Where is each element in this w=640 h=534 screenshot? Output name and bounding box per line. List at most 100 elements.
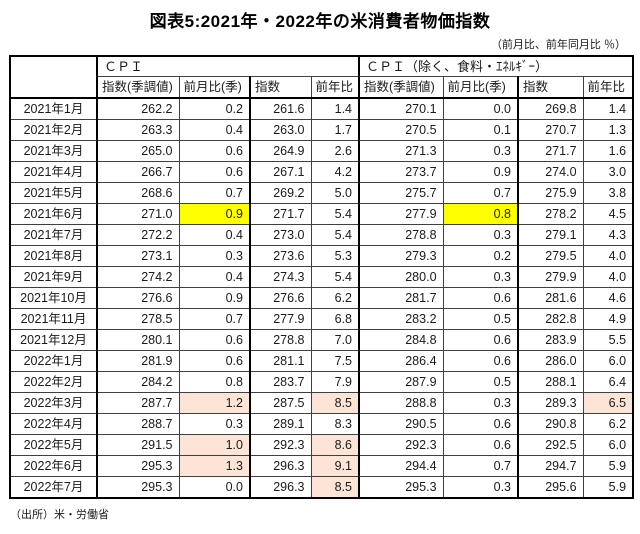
value-cell: 278.8 [358,224,444,246]
value-cell: 270.7 [517,119,584,141]
value-cell: 295.3 [96,476,180,499]
column-header-row: 指数(季調値) 前月比(季) 指数 前年比 指数(季調値) 前月比(季) 指数 前年比 [10,76,635,99]
table-row: 2022年6月 295.3 1.3 296.3 9.1 294.4 0.7 294.7 5.9 [9,455,635,477]
month-cell: 2022年3月 [9,392,98,414]
value-cell: 281.7 [358,287,444,309]
value-cell: 6.0 [582,434,635,456]
value-cell: 6.5 [582,392,635,414]
value-cell: 0.8 [178,371,251,393]
value-cell: 274.3 [249,266,312,288]
value-cell: 273.0 [249,224,312,246]
value-cell: 289.1 [249,413,312,435]
group-header: ＣＰＩ [96,55,361,77]
value-cell: 1.3 [582,119,635,141]
month-cell: 2021年12月 [9,329,98,351]
value-cell: 3.0 [582,161,635,183]
value-cell: 288.1 [517,371,584,393]
value-cell: 0.8 [442,203,520,225]
value-cell: 262.2 [96,97,180,120]
table-row: 2021年8月 273.1 0.3 273.6 5.3 279.3 0.2 279.5 4.0 [9,245,635,267]
value-cell: 271.7 [249,203,312,225]
value-cell: 0.3 [442,476,520,499]
value-cell: 292.5 [517,434,584,456]
figure-title: 図表5:2021年・2022年の米消費者物価指数 [149,12,491,31]
value-cell: 4.0 [582,266,635,288]
value-cell: 0.2 [178,97,251,120]
value-cell: 0.0 [442,97,520,120]
column-header: 前年比 [310,76,361,99]
value-cell: 274.0 [517,161,584,183]
value-cell: 278.5 [96,308,180,330]
value-cell: 6.4 [582,371,635,393]
month-cell: 2021年10月 [9,287,98,309]
value-cell: 0.0 [178,476,251,499]
value-cell: 1.4 [310,97,361,120]
value-cell: 287.9 [358,371,444,393]
month-cell: 2021年7月 [9,224,98,246]
value-cell: 271.0 [96,203,180,225]
value-cell: 1.7 [310,119,361,141]
value-cell: 295.3 [358,476,444,499]
value-cell: 289.3 [517,392,584,414]
value-cell: 263.3 [96,119,180,141]
month-cell: 2022年1月 [9,350,98,372]
value-cell: 1.6 [582,140,635,162]
value-cell: 0.3 [442,392,520,414]
value-cell: 286.0 [517,350,584,372]
table-row: 2021年6月 271.0 0.9 271.7 5.4 277.9 0.8 278.2 4.5 [9,203,635,225]
month-cell: 2022年6月 [9,455,98,477]
table-header: ＣＰＩ ＣＰＩ（除く、食料・ｴﾈﾙｷﾞｰ） 指数(季調値) 前月比(季) 指数 前年比 指数… [9,55,635,99]
value-cell: 6.8 [310,308,361,330]
column-header: 指数 [517,76,584,99]
month-cell: 2022年7月 [9,476,98,499]
value-cell: 0.3 [442,140,520,162]
value-cell: 275.9 [517,182,584,204]
column-header: 前月比(季) [178,76,251,99]
value-cell: 276.6 [249,287,312,309]
value-cell: 281.9 [96,350,180,372]
value-cell: 8.5 [310,476,361,499]
value-cell: 6.2 [582,413,635,435]
month-cell: 2022年2月 [9,371,98,393]
value-cell: 288.8 [358,392,444,414]
group-header-row: ＣＰＩ ＣＰＩ（除く、食料・ｴﾈﾙｷﾞｰ） [9,55,634,99]
month-cell: 2021年2月 [9,119,98,141]
value-cell: 0.3 [442,224,520,246]
value-cell: 274.2 [96,266,180,288]
value-cell: 281.6 [517,287,584,309]
value-cell: 264.9 [249,140,312,162]
value-cell: 295.6 [517,476,584,499]
value-cell: 0.2 [442,245,520,267]
value-cell: 4.5 [582,203,635,225]
month-cell: 2021年4月 [9,161,98,183]
value-cell: 0.6 [178,140,251,162]
value-cell: 5.3 [310,245,361,267]
month-cell: 2021年6月 [9,203,98,225]
value-cell: 273.7 [358,161,444,183]
value-cell: 270.1 [358,97,444,120]
table-row: 2021年4月 266.7 0.6 267.1 4.2 273.7 0.9 274.0 3.0 [9,161,635,183]
value-cell: 0.3 [178,413,251,435]
table-row: 2021年1月 262.2 0.2 261.6 1.4 270.1 0.0 269.8 1.4 [9,97,635,120]
value-cell: 268.6 [96,182,180,204]
value-cell: 295.3 [96,455,180,477]
value-cell: 5.9 [582,455,635,477]
value-cell: 278.8 [249,329,312,351]
table-row: 2022年3月 287.7 1.2 287.5 8.5 288.8 0.3 289.3 6.5 [9,392,635,414]
value-cell: 284.2 [96,371,180,393]
value-cell: 276.6 [96,287,180,309]
value-cell: 290.8 [517,413,584,435]
value-cell: 287.7 [96,392,180,414]
value-cell: 0.4 [178,266,251,288]
value-cell: 282.8 [517,308,584,330]
value-cell: 7.0 [310,329,361,351]
value-cell: 0.1 [442,119,520,141]
value-cell: 4.3 [582,224,635,246]
value-cell: 0.6 [442,413,520,435]
value-cell: 8.6 [310,434,361,456]
table-row: 2021年9月 274.2 0.4 274.3 5.4 280.0 0.3 279.9 4.0 [9,266,635,288]
value-cell: 5.4 [310,266,361,288]
corner-cell [9,55,98,99]
value-cell: 283.9 [517,329,584,351]
